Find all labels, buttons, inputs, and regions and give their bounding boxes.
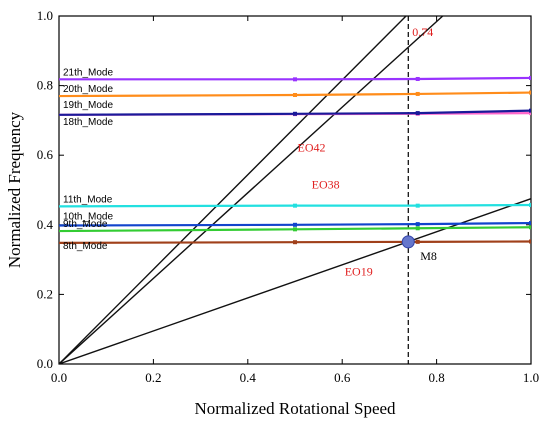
- mode-marker: [293, 240, 297, 245]
- mode-marker: [415, 91, 420, 96]
- mode-marker: [415, 222, 420, 227]
- mode-marker: [529, 108, 531, 113]
- mode-marker: [529, 221, 531, 226]
- labels-layer: 0.74 EO42 EO38 EO19 8th_Mode 9th_Mode10th_Mod…: [63, 25, 437, 278]
- axis-ticks: 0.0 0.2 0.4 0.6 0.8 1.0 0.0 0.2 0.4 0.6 0.8 1.0: [37, 8, 539, 385]
- x-tick-label: 0.4: [240, 370, 257, 385]
- mode-marker: [415, 226, 420, 231]
- mode-marker: [415, 111, 420, 116]
- mode-label-21th_mode: 21th_Mode: [63, 67, 113, 78]
- series-layer: [59, 16, 531, 364]
- y-tick-label: 0.2: [37, 286, 53, 301]
- mode-label-9th_mode: 9th_Mode: [63, 219, 108, 230]
- x-tick-label: 0.2: [145, 370, 161, 385]
- x-axis-title: Normalized Rotational Speed: [194, 399, 396, 418]
- mode-line-11th_mode: [59, 203, 531, 208]
- plot-area: [58, 15, 532, 365]
- engine-order-line-eo38: [59, 16, 444, 364]
- mode-marker: [529, 75, 531, 80]
- mode-line-19th_mode: [59, 109, 531, 116]
- y-tick-label: 0.8: [37, 78, 53, 93]
- plot-frame: [58, 15, 532, 365]
- mode-marker: [293, 222, 297, 227]
- x-tick-label: 0.6: [334, 370, 351, 385]
- x-tick-label: 1.0: [523, 370, 539, 385]
- mode-marker: [293, 203, 297, 208]
- mode-line-20th_mode: [59, 91, 531, 98]
- mode-marker: [415, 76, 420, 81]
- mode-marker: [293, 92, 297, 97]
- mode-line-21th_mode: [59, 76, 531, 81]
- engine-order-label-eo42: EO42: [298, 141, 326, 155]
- y-tick-label: 1.0: [37, 8, 53, 23]
- mode-label-20th_mode: 20th_Mode: [63, 84, 113, 95]
- operating-speed-label: 0.74: [412, 25, 433, 39]
- engine-order-line-eo19: [59, 198, 531, 364]
- resonance-point-label: M8: [420, 249, 437, 263]
- mode-marker: [529, 239, 531, 244]
- engine-order-line-eo42: [59, 16, 407, 364]
- mode-marker: [293, 227, 297, 232]
- mode-line-10th_mode: [59, 221, 531, 227]
- engine-order-label-eo19: EO19: [345, 264, 373, 278]
- mode-label-8th_mode: 8th_Mode: [63, 241, 108, 252]
- mode-marker: [529, 111, 531, 116]
- mode-marker: [415, 239, 420, 244]
- mode-marker: [529, 225, 531, 230]
- resonance-point-marker: [401, 235, 415, 249]
- mode-line-8th_mode: [59, 240, 531, 244]
- mode-label-18th_mode: 18th_Mode: [63, 117, 113, 128]
- mode-marker: [415, 203, 420, 208]
- x-tick-label: 0.0: [51, 370, 67, 385]
- x-tick-label: 0.8: [428, 370, 444, 385]
- y-tick-label: 0.4: [37, 217, 54, 232]
- engine-order-label-eo38: EO38: [312, 177, 340, 191]
- mode-marker: [529, 202, 531, 207]
- y-tick-label: 0.6: [37, 147, 54, 162]
- y-tick-label: 0.0: [37, 356, 53, 371]
- mode-label-11th_mode: 11th_Mode: [63, 194, 113, 205]
- mode-marker: [529, 90, 531, 95]
- y-axis-title: Normalized Frequency: [5, 111, 24, 268]
- mode-label-19th_mode: 19th_Mode: [63, 100, 113, 111]
- mode-label-10th_mode: 10th_Mode: [63, 211, 113, 222]
- mode-marker: [293, 111, 297, 116]
- mode-line-9th_mode: [59, 226, 531, 233]
- mode-marker: [293, 77, 297, 82]
